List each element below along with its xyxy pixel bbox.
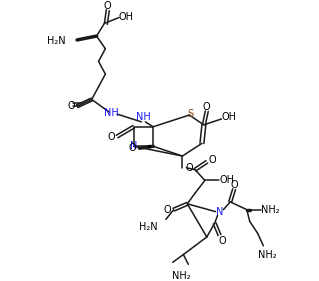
Text: H₂N: H₂N — [47, 36, 65, 46]
Text: O: O — [209, 155, 217, 165]
Text: NH₂: NH₂ — [172, 271, 191, 281]
Text: S: S — [187, 109, 193, 119]
Text: NH₂: NH₂ — [261, 205, 279, 215]
Text: O: O — [103, 1, 111, 11]
Text: O: O — [129, 143, 137, 153]
Text: NH: NH — [104, 108, 119, 118]
Text: O: O — [230, 180, 238, 190]
Text: O: O — [203, 102, 211, 112]
Text: N: N — [216, 207, 223, 217]
Text: O: O — [164, 205, 172, 215]
Text: OH: OH — [118, 12, 133, 22]
Text: OH: OH — [222, 112, 237, 122]
Text: O: O — [67, 101, 75, 111]
Text: N: N — [130, 141, 137, 151]
Text: H₂N: H₂N — [139, 222, 158, 232]
Text: OH: OH — [220, 175, 235, 185]
Text: O: O — [185, 163, 193, 173]
Text: O: O — [219, 236, 226, 246]
Text: NH₂: NH₂ — [258, 250, 277, 260]
Text: NH: NH — [136, 112, 151, 122]
Text: O: O — [108, 132, 115, 142]
